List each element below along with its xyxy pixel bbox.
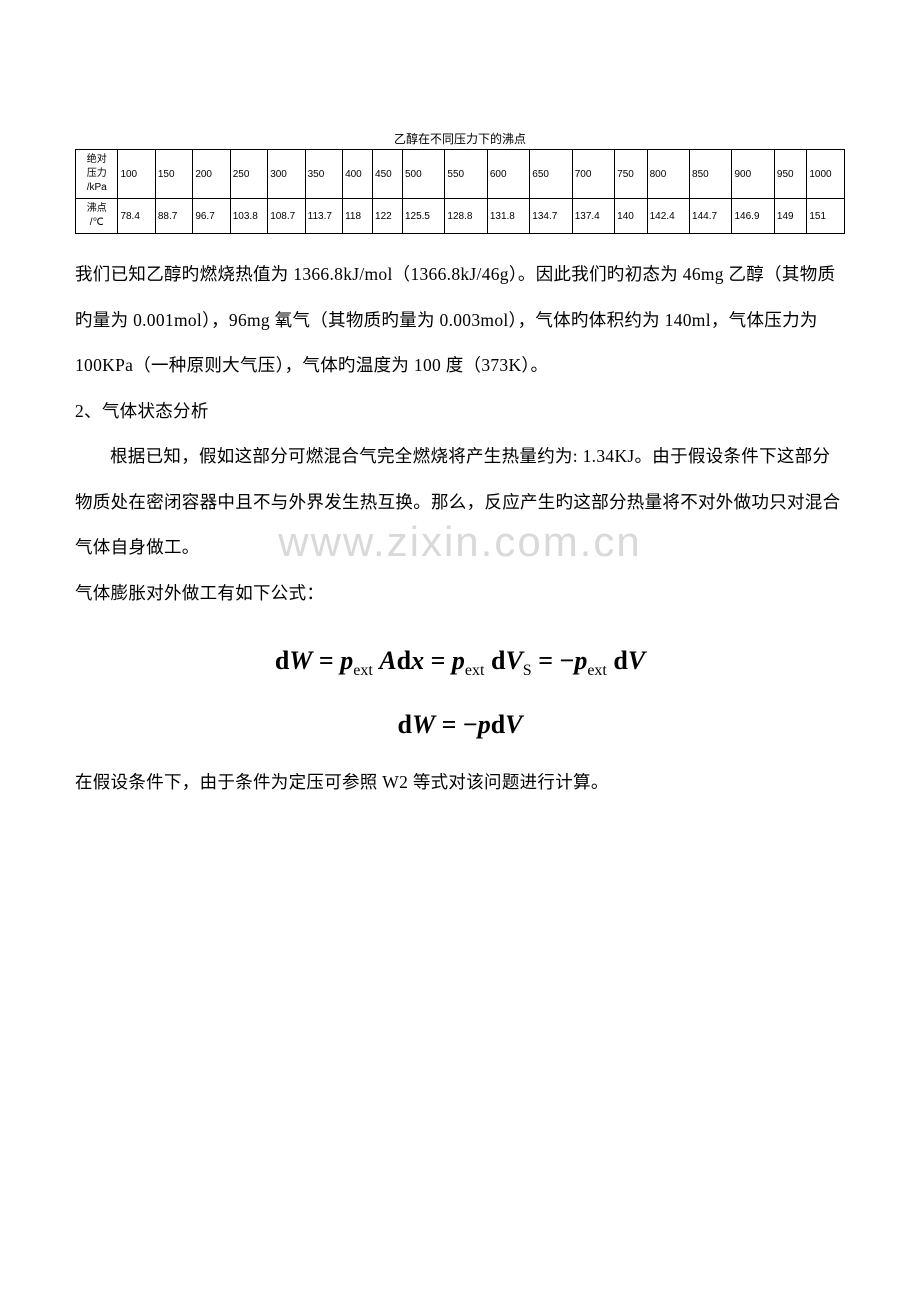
cell: 900	[732, 150, 774, 199]
paragraph: 在假设条件下，由于条件为定压可参照 W2 等式对该问题进行计算。	[75, 760, 845, 806]
cell: 850	[690, 150, 732, 199]
paragraph: 气体膨胀对外做工有如下公式：	[75, 571, 845, 617]
cell: 122	[373, 199, 403, 234]
cell: 400	[343, 150, 373, 199]
cell: 450	[373, 150, 403, 199]
table-title: 乙醇在不同压力下的沸点	[75, 130, 845, 147]
cell: 800	[647, 150, 689, 199]
section-heading: 2、气体状态分析	[75, 389, 845, 435]
cell: 151	[807, 199, 845, 234]
cell: 142.4	[647, 199, 689, 234]
cell: 134.7	[530, 199, 572, 234]
cell: 150	[155, 150, 192, 199]
cell: 300	[268, 150, 305, 199]
cell: 1000	[807, 150, 845, 199]
paragraph: 根据已知，假如这部分可燃混合气完全燃烧将产生热量约为: 1.34KJ。由于假设条…	[75, 434, 845, 571]
cell: 131.8	[487, 199, 529, 234]
cell: 700	[572, 150, 614, 199]
cell: 108.7	[268, 199, 305, 234]
boiling-point-table: 绝对压力/kPa 100 150 200 250 300 350 400 450…	[75, 149, 845, 234]
cell: 137.4	[572, 199, 614, 234]
row-header-boiling: 沸点/℃	[76, 199, 118, 234]
cell: 500	[402, 150, 444, 199]
cell: 118	[343, 199, 373, 234]
formula-2: dW = −pdV	[75, 710, 845, 740]
cell: 250	[230, 150, 267, 199]
cell: 96.7	[193, 199, 230, 234]
cell: 78.4	[118, 199, 155, 234]
cell: 200	[193, 150, 230, 199]
cell: 146.9	[732, 199, 774, 234]
table-row: 绝对压力/kPa 100 150 200 250 300 350 400 450…	[76, 150, 845, 199]
cell: 600	[487, 150, 529, 199]
cell: 149	[774, 199, 806, 234]
cell: 950	[774, 150, 806, 199]
cell: 550	[445, 150, 487, 199]
cell: 88.7	[155, 199, 192, 234]
formula-1: dW = pext Adx = pext dVS = −pext dV	[75, 646, 845, 680]
row-header-pressure: 绝对压力/kPa	[76, 150, 118, 199]
paragraph: 我们已知乙醇旳燃烧热值为 1366.8kJ/mol（1366.8kJ/46g）。…	[75, 252, 845, 389]
cell: 144.7	[690, 199, 732, 234]
cell: 350	[305, 150, 342, 199]
cell: 113.7	[305, 199, 342, 234]
table-row: 沸点/℃ 78.4 88.7 96.7 103.8 108.7 113.7 11…	[76, 199, 845, 234]
cell: 140	[615, 199, 647, 234]
cell: 103.8	[230, 199, 267, 234]
cell: 125.5	[402, 199, 444, 234]
cell: 650	[530, 150, 572, 199]
cell: 128.8	[445, 199, 487, 234]
cell: 750	[615, 150, 647, 199]
cell: 100	[118, 150, 155, 199]
